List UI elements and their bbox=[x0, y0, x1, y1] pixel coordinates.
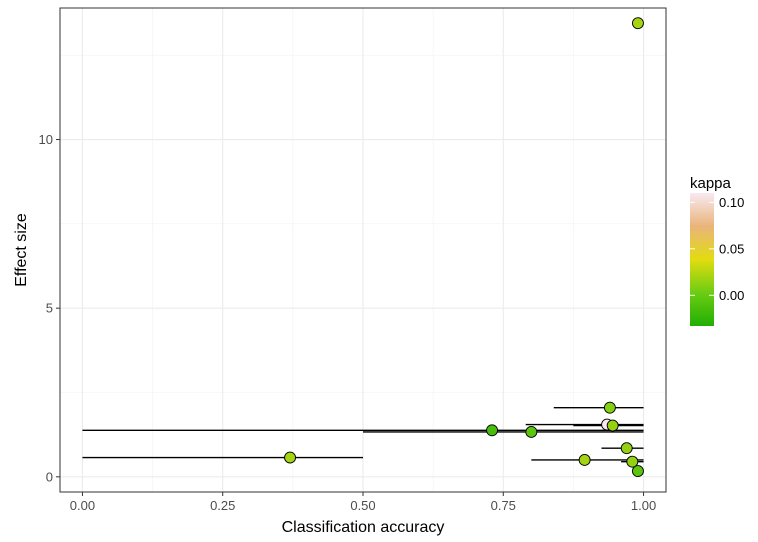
data-point bbox=[631, 465, 644, 478]
data-point bbox=[631, 17, 644, 30]
legend-label: 0.00 bbox=[719, 288, 744, 303]
x-tick-label: 0.25 bbox=[210, 498, 235, 513]
legend-labels: 0.10 0.05 0.00 bbox=[690, 195, 744, 303]
legend-colorbar bbox=[690, 193, 714, 326]
y-axis: 0 5 10 bbox=[39, 132, 60, 484]
x-axis-title: Classification accuracy bbox=[282, 519, 445, 536]
y-tick-label: 5 bbox=[46, 301, 53, 316]
x-tick-label: 0.75 bbox=[491, 498, 516, 513]
data-point bbox=[486, 424, 499, 437]
legend: kappa 0.10 0.05 0.00 bbox=[690, 175, 744, 326]
data-point bbox=[525, 426, 538, 438]
y-axis-title: Effect size bbox=[13, 213, 30, 287]
y-tick-label: 0 bbox=[46, 469, 53, 484]
grid-lines bbox=[60, 8, 666, 492]
legend-label: 0.05 bbox=[719, 241, 744, 256]
legend-label: 0.10 bbox=[719, 195, 744, 210]
x-tick-label: 0.50 bbox=[350, 498, 375, 513]
x-tick-label: 0.00 bbox=[70, 498, 95, 513]
data-point bbox=[603, 401, 616, 414]
data-point bbox=[578, 454, 591, 466]
x-tick-label: 1.00 bbox=[631, 498, 656, 513]
data-point bbox=[620, 442, 633, 455]
y-tick-label: 10 bbox=[39, 132, 53, 147]
error-bars bbox=[82, 406, 644, 463]
data-point bbox=[284, 451, 297, 464]
x-axis: 0.00 0.25 0.50 0.75 1.00 bbox=[70, 492, 656, 513]
data-point bbox=[626, 455, 639, 468]
legend-title: kappa bbox=[690, 175, 732, 192]
data-points bbox=[284, 17, 644, 478]
data-point bbox=[606, 419, 619, 432]
